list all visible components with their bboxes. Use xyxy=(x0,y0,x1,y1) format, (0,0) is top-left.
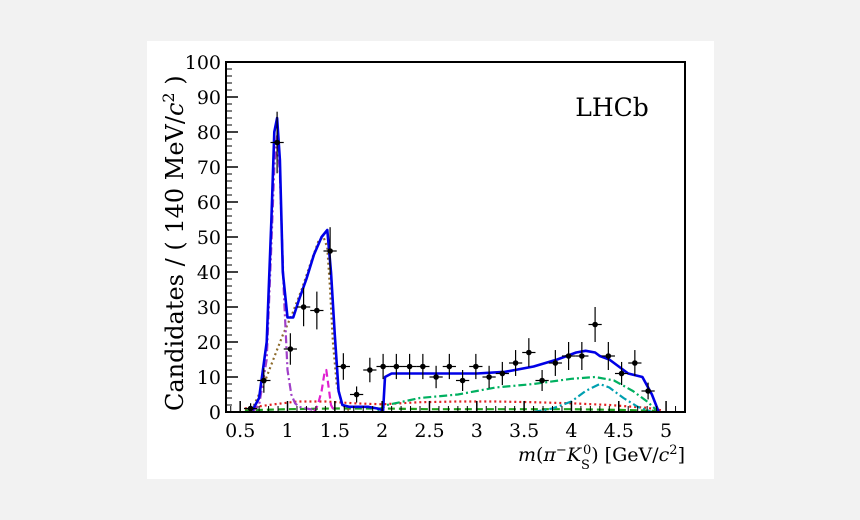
data-point xyxy=(601,342,615,370)
data-point xyxy=(310,291,324,330)
data-marker xyxy=(420,363,426,370)
data-point xyxy=(575,342,589,370)
x-tick-label: 5 xyxy=(660,420,672,442)
data-marker xyxy=(406,363,413,370)
data-marker xyxy=(605,353,612,359)
fit-curves xyxy=(244,116,662,412)
x-tick-label: 1 xyxy=(281,420,293,442)
x-tick-label: 2 xyxy=(376,420,388,442)
data-points xyxy=(243,111,655,412)
data-marker xyxy=(512,360,519,366)
x-tick-label: 3.5 xyxy=(509,420,539,442)
x-tick-label: 0.5 xyxy=(225,420,255,442)
y-tick-label: 40 xyxy=(197,262,221,284)
data-point xyxy=(283,333,297,365)
data-point xyxy=(522,338,536,367)
data-marker xyxy=(300,304,307,310)
fit-curve-high-mass-component xyxy=(376,375,660,412)
data-point xyxy=(323,227,337,275)
y-tick-label: 20 xyxy=(197,332,221,354)
data-marker xyxy=(579,353,585,359)
data-marker xyxy=(552,360,559,366)
data-point xyxy=(628,350,642,376)
x-tick-label: 3 xyxy=(471,420,483,442)
data-marker xyxy=(261,377,267,384)
data-marker xyxy=(565,353,572,359)
data-point xyxy=(548,350,562,376)
chart-svg: 0.5 1 1.5 2 2.5 3 3.5 4 4.5 501020304050607080901… xyxy=(159,52,686,473)
data-marker xyxy=(539,377,545,384)
data-point xyxy=(429,365,443,389)
y-tick-label: 10 xyxy=(197,367,221,389)
data-marker xyxy=(645,388,651,394)
data-marker xyxy=(314,307,320,314)
data-point xyxy=(442,353,456,380)
data-marker xyxy=(618,370,625,377)
data-marker xyxy=(433,374,439,380)
data-marker xyxy=(287,346,294,352)
data-point xyxy=(614,361,629,386)
data-marker xyxy=(327,248,333,254)
data-point xyxy=(389,353,403,380)
data-marker xyxy=(247,405,254,412)
data-marker xyxy=(459,377,466,384)
x-tick-label: 4 xyxy=(565,420,577,442)
data-marker xyxy=(367,367,373,373)
data-marker xyxy=(393,363,400,370)
data-point xyxy=(336,353,350,380)
data-point xyxy=(257,368,271,393)
data-marker xyxy=(526,349,532,356)
data-point xyxy=(402,353,417,380)
data-point xyxy=(416,353,430,380)
fit-curve-total-fit xyxy=(251,116,660,412)
data-marker xyxy=(499,370,506,377)
data-point xyxy=(641,382,655,400)
data-point xyxy=(270,111,284,174)
y-tick-label: 70 xyxy=(197,157,221,179)
data-point xyxy=(508,350,523,376)
chart-title: LHCb xyxy=(575,93,649,122)
data-point xyxy=(482,365,496,389)
y-tick-label: 30 xyxy=(197,297,221,319)
data-point xyxy=(349,386,364,403)
data-point xyxy=(296,287,311,327)
data-point xyxy=(588,307,602,342)
data-marker xyxy=(486,374,492,380)
data-point xyxy=(469,353,483,380)
data-marker xyxy=(353,391,360,398)
x-tick-label: 1.5 xyxy=(320,420,350,442)
data-point xyxy=(561,342,576,370)
y-tick-label: 90 xyxy=(197,87,221,109)
y-tick-label: 80 xyxy=(197,122,221,144)
data-marker xyxy=(446,363,453,370)
y-tick-label: 60 xyxy=(197,192,221,214)
data-marker xyxy=(340,363,347,370)
data-point xyxy=(535,370,549,391)
fit-curve-k-2-1430-component xyxy=(313,368,336,412)
data-marker xyxy=(274,139,280,146)
data-point xyxy=(495,361,509,386)
data-marker xyxy=(592,321,598,328)
data-marker xyxy=(473,363,479,370)
y-tick-label: 100 xyxy=(185,52,221,74)
y-tick-label: 0 xyxy=(209,402,221,424)
data-marker xyxy=(380,363,386,370)
data-point xyxy=(455,370,470,391)
x-tick-label: 2.5 xyxy=(414,420,444,442)
axes: 0.5 1 1.5 2 2.5 3 3.5 4 4.5 501020304050607080901… xyxy=(185,52,677,442)
data-marker xyxy=(632,360,638,366)
y-axis-label: Candidates / ( 140 MeV/c2 ) xyxy=(159,75,190,411)
x-axis-label: m(π−KS0) [GeV/c2] xyxy=(518,443,685,473)
chart-figure: 0.5 1 1.5 2 2.5 3 3.5 4 4.5 5 0 10 20 30 40 50 60 70 80 90 1… xyxy=(147,41,714,479)
data-point xyxy=(376,353,390,380)
data-point xyxy=(363,357,377,383)
x-tick-label: 4.5 xyxy=(604,420,634,442)
y-tick-label: 50 xyxy=(197,227,221,249)
